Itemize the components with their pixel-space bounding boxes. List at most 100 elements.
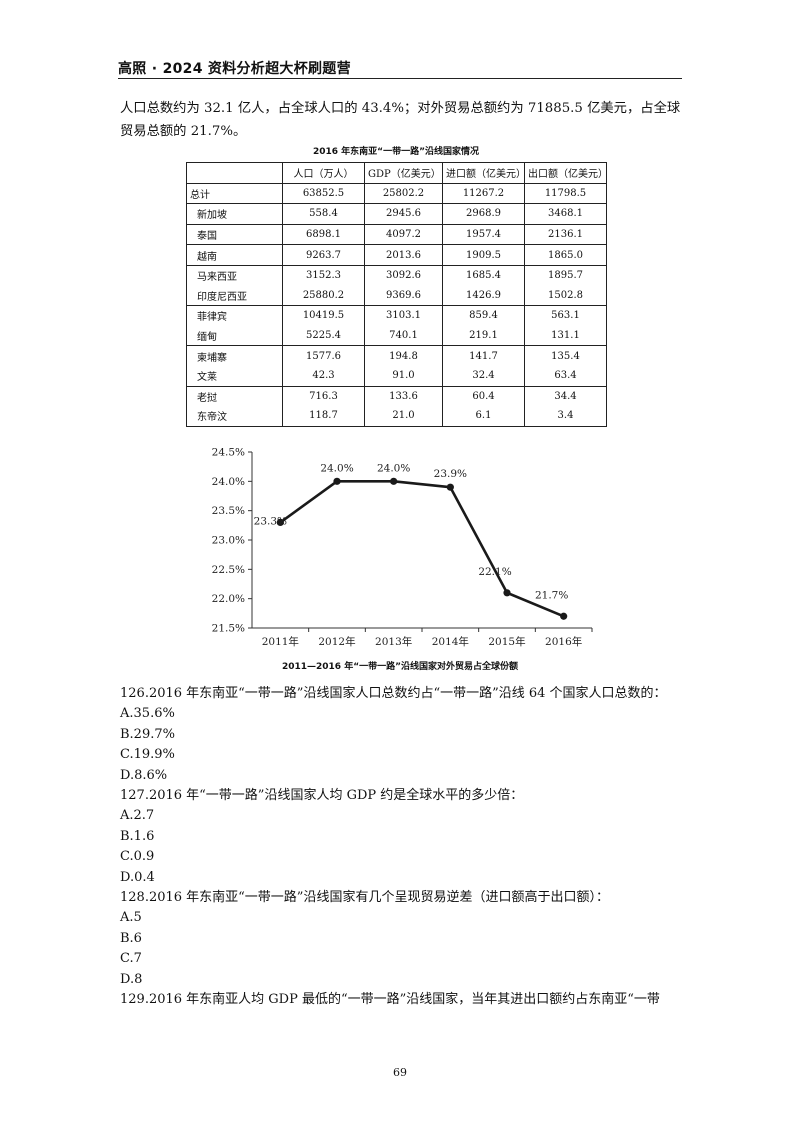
y-tick-label: 23.5% — [212, 505, 245, 517]
table-row: 马来西亚 3152.3 3092.6 1685.4 1895.7 — [187, 265, 607, 286]
table-cell: 131.1 — [524, 325, 607, 347]
table-cell: 1957.4 — [442, 224, 525, 246]
table-cell: 60.4 — [442, 386, 525, 407]
y-tick-label: 22.0% — [212, 593, 245, 605]
y-tick-label: 21.5% — [212, 623, 245, 635]
x-tick-label: 2013年 — [375, 635, 412, 648]
table-cell: 印度尼西亚 — [186, 285, 283, 307]
header-title: 高照 · 2024 资料分析超大杯刷题营 — [118, 61, 351, 77]
table-row: 泰国 6898.1 4097.2 1957.4 2136.1 — [186, 224, 607, 246]
table-cell: 859.4 — [442, 305, 525, 326]
answer-option: C.0.9 — [120, 849, 155, 865]
table-cell: 6898.1 — [282, 224, 365, 246]
question-stem: 127.2016 年“一带一路”沿线国家人均 GDP 约是全球水平的多少倍： — [120, 788, 524, 804]
answer-option: A.35.6% — [120, 706, 175, 722]
page-number: 69 — [393, 1066, 407, 1079]
table-cell: 1685.4 — [442, 265, 525, 286]
table-cell: 1909.5 — [442, 244, 525, 266]
table-row: 菲律宾 10419.5 3103.1 859.4 563.1 — [187, 305, 607, 326]
answer-option: D.8 — [120, 971, 143, 987]
table-cell: 3103.1 — [364, 305, 443, 326]
table-cell: 越南 — [186, 244, 283, 266]
x-tick-label: 2012年 — [318, 635, 355, 648]
data-point — [390, 477, 398, 485]
data-label: 22.1% — [478, 566, 511, 578]
table-cell: 63.4 — [524, 365, 607, 387]
table-row: 老挝 716.3 133.6 60.4 34.4 — [187, 386, 607, 407]
table-cell: 3.4 — [524, 406, 607, 427]
table-header-cell: GDP（亿美元） — [364, 162, 443, 184]
data-point — [446, 483, 454, 491]
answer-option: D.8.6% — [120, 767, 168, 783]
table-cell: 42.3 — [282, 365, 365, 387]
answer-option: C.7 — [120, 951, 142, 967]
table-row: 总计 63852.5 25802.2 11267.2 11798.5 — [186, 183, 607, 205]
table-cell: 缅甸 — [186, 325, 283, 347]
table-cell: 25880.2 — [282, 285, 365, 307]
table-header-cell: 进口额（亿美元） — [442, 162, 526, 184]
series-line — [279, 480, 565, 618]
data-point — [503, 589, 511, 597]
table-cell: 泰国 — [186, 224, 283, 246]
data-label: 21.7% — [535, 589, 568, 601]
table-cell: 东帝汶 — [197, 412, 227, 424]
data-point — [333, 477, 341, 485]
table-cell: 1577.6 — [282, 345, 365, 366]
table-cell: 11267.2 — [442, 183, 525, 205]
table-row: 柬埔寨 1577.6 194.8 141.7 135.4 — [187, 345, 607, 366]
data-point — [276, 518, 284, 526]
table-cell: 10419.5 — [282, 305, 365, 326]
x-tick-label: 2011年 — [262, 635, 299, 648]
answer-option: B.29.7% — [120, 726, 175, 742]
table-row: 印度尼西亚 25880.2 9369.6 1426.9 1502.8 — [186, 285, 607, 307]
table-row: 缅甸 5225.4 740.1 219.1 131.1 — [186, 325, 607, 347]
table-cell: 2968.9 — [442, 203, 525, 225]
table-cell: 2945.6 — [364, 203, 443, 225]
y-tick-label: 22.5% — [212, 564, 245, 576]
table-cell: 2013.6 — [364, 244, 443, 266]
table-cell: 9263.7 — [282, 244, 365, 266]
table-cell: 558.4 — [282, 203, 365, 225]
table-cell: 32.4 — [442, 365, 525, 387]
trade-share-line-chart: 21.5% 22.0% 22.5% 23.0% 23.5% 24.0% 24.5% 2011年… — [212, 447, 593, 648]
table-cell: 6.1 — [442, 406, 525, 427]
table-header-cell: 出口额（亿美元） — [524, 162, 608, 184]
table-cell: 新加坡 — [186, 203, 283, 225]
table-cell: 3468.1 — [524, 203, 607, 225]
table-cell: 118.7 — [282, 406, 365, 427]
table-header-cell — [186, 162, 283, 184]
table-cell: 1895.7 — [524, 265, 607, 286]
table-header-row: 人口（万人） GDP（亿美元） 进口额（亿美元） 出口额（亿美元） — [186, 162, 608, 184]
data-label: 24.0% — [377, 462, 410, 474]
table-cell: 194.8 — [364, 345, 443, 366]
table-cell: 1865.0 — [524, 244, 607, 266]
table-cell: 219.1 — [442, 325, 525, 347]
x-tick-label: 2016年 — [545, 635, 582, 648]
data-label: 24.0% — [320, 462, 353, 474]
question-stem: 128.2016 年东南亚“一带一路”沿线国家有几个呈现贸易逆差（进口额高于出口… — [120, 890, 609, 906]
table-cell: 4097.2 — [364, 224, 443, 246]
answer-option: C.19.9% — [120, 747, 175, 763]
y-tick-label: 24.5% — [212, 447, 245, 459]
table-cell: 马来西亚 — [197, 272, 237, 284]
answer-option: B.1.6 — [120, 828, 155, 844]
x-tick-label: 2015年 — [488, 635, 525, 648]
table-header-cell: 人口（万人） — [282, 162, 365, 184]
table-cell: 3152.3 — [282, 265, 365, 286]
table-cell: 740.1 — [364, 325, 443, 347]
table-cell: 21.0 — [364, 406, 443, 427]
table-row: 新加坡 558.4 2945.6 2968.9 3468.1 — [186, 203, 607, 225]
table-row: 越南 9263.7 2013.6 1909.5 1865.0 — [186, 244, 607, 266]
data-label: 23.9% — [434, 468, 467, 480]
table-row: 文莱 42.3 91.0 32.4 63.4 — [186, 365, 607, 387]
table-cell: 1426.9 — [442, 285, 525, 307]
table-cell: 5225.4 — [282, 325, 365, 347]
table-cell: 133.6 — [364, 386, 443, 407]
table-cell: 2136.1 — [524, 224, 607, 246]
table-cell: 总计 — [186, 183, 283, 205]
table-cell: 716.3 — [282, 386, 365, 407]
y-tick-label: 24.0% — [212, 476, 245, 488]
intro-paragraph: 人口总数约为 32.1 亿人，占全球人口的 43.4%；对外贸易总额约为 718… — [120, 101, 681, 139]
table-cell: 1502.8 — [524, 285, 607, 307]
table-cell: 91.0 — [364, 365, 443, 387]
